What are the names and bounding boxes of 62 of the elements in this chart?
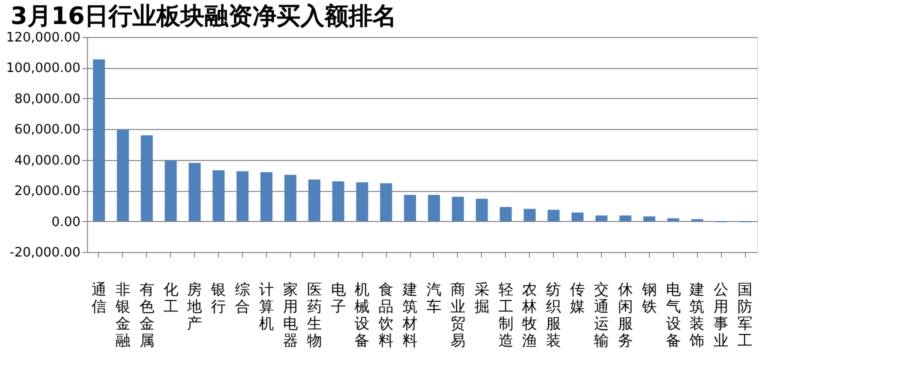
x-tick-label: 电子 bbox=[330, 280, 346, 316]
x-tick-label: 食品饮料 bbox=[378, 280, 394, 350]
x-tick-label: 纺织服装 bbox=[546, 280, 562, 350]
bar bbox=[92, 59, 105, 222]
y-tick-label: 80,000.00 bbox=[14, 92, 80, 107]
bar bbox=[212, 170, 225, 222]
x-tick-label: 休闲服务 bbox=[618, 280, 633, 350]
bar bbox=[260, 172, 272, 222]
x-tick-label: 建筑材料 bbox=[402, 280, 418, 350]
x-tick-label: 家用电器 bbox=[282, 280, 298, 350]
bar bbox=[380, 183, 392, 222]
bar bbox=[643, 216, 656, 222]
bar bbox=[140, 135, 153, 222]
bar bbox=[116, 130, 129, 222]
y-tick-label: 20,000.00 bbox=[14, 184, 80, 200]
bar bbox=[524, 208, 536, 222]
y-tick-label: 100,000.00 bbox=[6, 61, 80, 76]
bar bbox=[428, 194, 440, 222]
x-tick-label: 交通运输 bbox=[594, 280, 609, 350]
bar bbox=[500, 207, 512, 222]
x-tick-label: 房地产 bbox=[186, 280, 202, 332]
x-tick-label: 汽车 bbox=[426, 280, 442, 316]
y-tick-label: 40,000.00 bbox=[14, 153, 80, 168]
bar bbox=[332, 181, 344, 222]
x-tick-label: 轻工制造 bbox=[498, 280, 514, 350]
x-tick-label: 传媒 bbox=[570, 280, 586, 316]
bar bbox=[284, 174, 296, 222]
y-tick-label: 0.00 bbox=[52, 214, 80, 230]
bar bbox=[236, 171, 249, 222]
bar bbox=[452, 196, 464, 222]
bar bbox=[308, 180, 320, 222]
x-tick-label: 电气设备 bbox=[666, 280, 681, 350]
x-tick-label: 农林牧渔 bbox=[521, 280, 538, 350]
x-tick-label: 有色金属 bbox=[139, 280, 154, 350]
bar bbox=[164, 160, 177, 222]
x-tick-label: 公用事业 bbox=[714, 280, 729, 350]
y-tick-label: -20,000.00 bbox=[10, 246, 80, 260]
bar bbox=[667, 218, 680, 222]
x-tick-label: 机械设备 bbox=[354, 280, 370, 350]
x-tick-label: 化工 bbox=[163, 280, 178, 316]
x-tick-label: 医药生物 bbox=[306, 280, 322, 350]
x-tick-label: 采掘 bbox=[474, 280, 490, 316]
bar bbox=[188, 162, 201, 222]
chart-title: 3月16日行业板块融资净买入额排名 bbox=[10, 2, 397, 30]
x-tick-label: 商业贸易 bbox=[450, 280, 466, 350]
y-tick-label: 120,000.00 bbox=[6, 30, 80, 46]
x-tick-label: 综合 bbox=[235, 280, 250, 316]
bar bbox=[404, 194, 416, 222]
x-tick-label: 通信 bbox=[91, 280, 106, 316]
x-tick-label: 银行 bbox=[210, 280, 226, 316]
x-tick-label: 计算机 bbox=[258, 280, 274, 332]
bar bbox=[356, 182, 368, 222]
x-tick-label: 国防军工 bbox=[738, 280, 753, 350]
x-tick-label: 建筑装饰 bbox=[688, 280, 705, 350]
bar bbox=[572, 212, 584, 222]
x-tick-label: 非银金融 bbox=[114, 280, 130, 350]
bar bbox=[595, 215, 608, 222]
bar bbox=[619, 215, 632, 222]
bar bbox=[548, 210, 560, 222]
bar bbox=[476, 198, 488, 222]
x-tick-label: 钢铁 bbox=[640, 280, 657, 316]
y-tick-label: 60,000.00 bbox=[14, 122, 80, 138]
